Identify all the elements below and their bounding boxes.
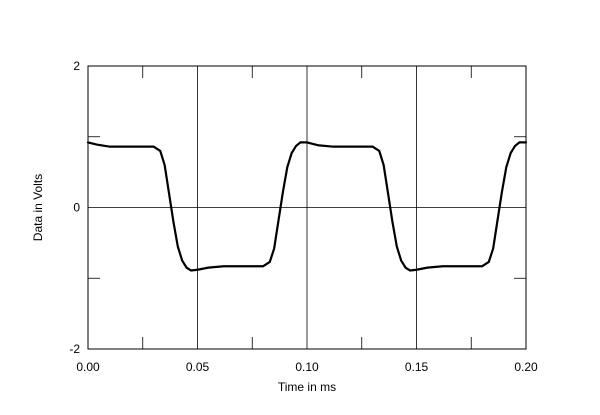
x-tick-label: 0.05 [186, 360, 210, 374]
y-tick-label: -2 [69, 342, 80, 356]
grid-lines [88, 66, 526, 349]
y-tick-label: 2 [73, 59, 80, 73]
x-tick-label: 0.00 [76, 360, 100, 374]
tick-marks [88, 66, 526, 349]
series-layer [86, 141, 528, 272]
x-tick-label: 0.15 [405, 360, 429, 374]
y-tick-label: 0 [73, 201, 80, 215]
y-axis-label: Data in Volts [31, 174, 45, 241]
series-line [86, 141, 528, 272]
plot-frame [87, 65, 527, 350]
x-tick-label: 0.10 [295, 360, 319, 374]
y-tick-labels: -2 0 2 [69, 59, 80, 356]
x-axis-label: Time in ms [278, 380, 336, 394]
x-tick-label: 0.20 [514, 360, 538, 374]
x-tick-labels: 0.00 0.05 0.10 0.15 0.20 [76, 360, 538, 374]
